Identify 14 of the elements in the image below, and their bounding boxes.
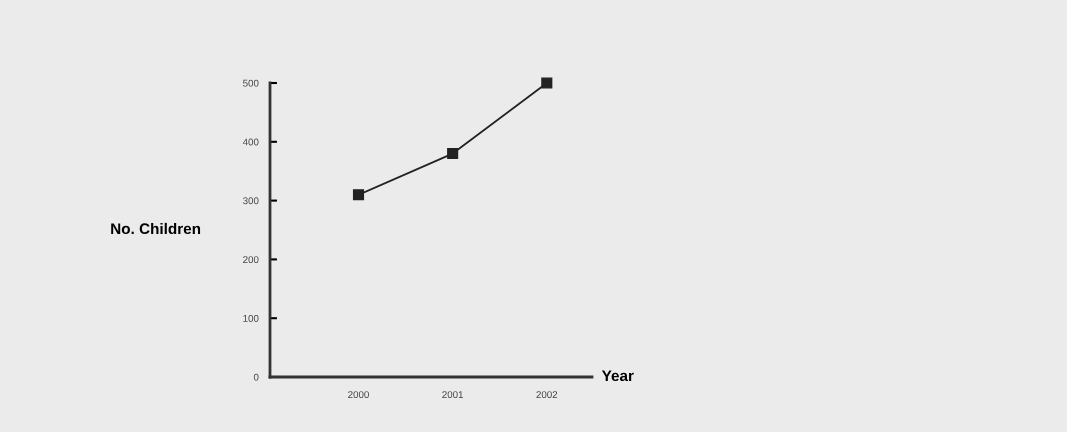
- x-tick-label: 2001: [442, 391, 463, 399]
- y-tick-label: 100: [243, 314, 259, 322]
- x-tick-label: 2002: [536, 391, 558, 399]
- y-tick-label: 200: [243, 256, 259, 264]
- x-tick-label: 2000: [348, 391, 369, 399]
- x-axis-title: Year: [601, 370, 634, 382]
- y-axis-title: No. Children: [111, 222, 201, 235]
- y-tick-label: 400: [242, 138, 259, 146]
- y-tick-label: 500: [243, 79, 259, 87]
- y-tick-label: 300: [243, 197, 259, 205]
- y-tick-label: 0: [253, 373, 259, 381]
- point: [447, 148, 459, 160]
- point: [352, 189, 365, 201]
- point: [541, 77, 553, 89]
